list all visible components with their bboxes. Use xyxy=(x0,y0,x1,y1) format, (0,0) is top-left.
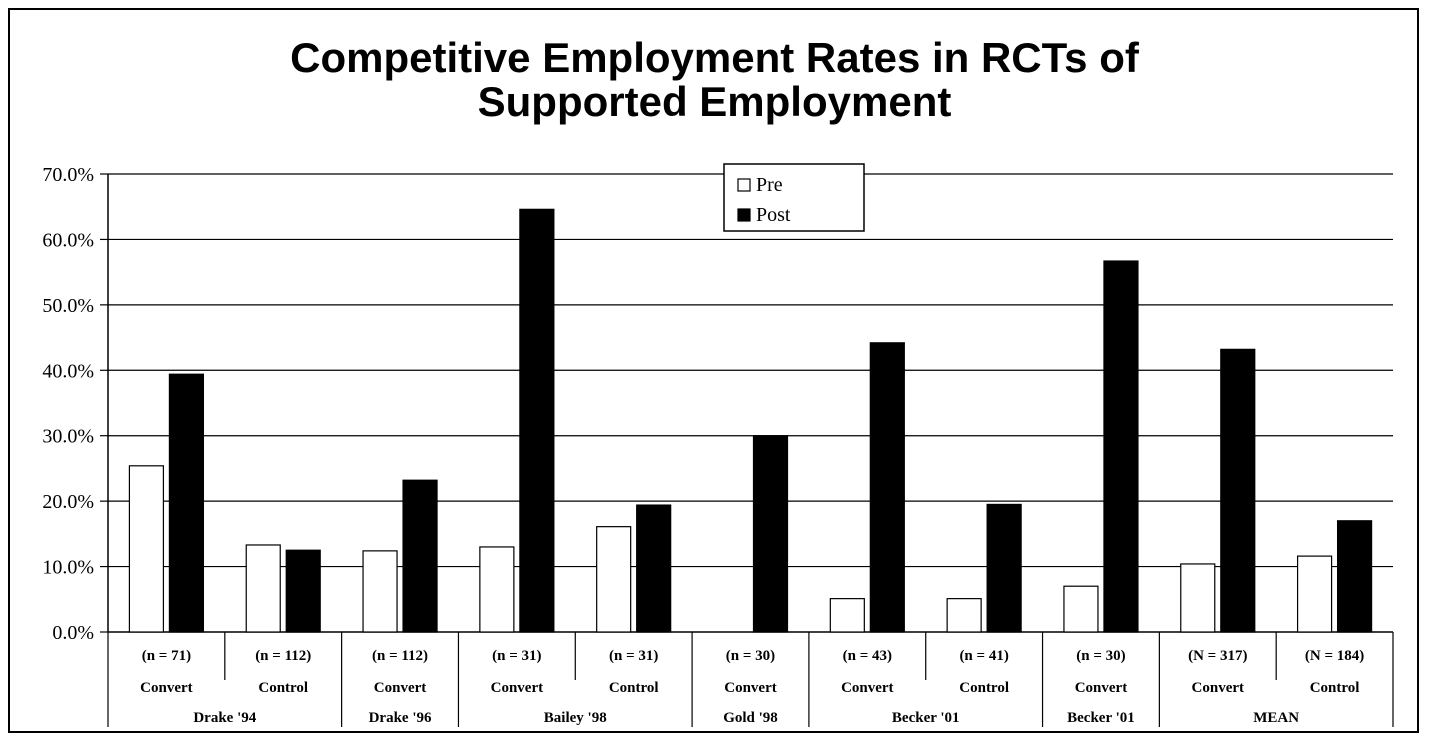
study-label: Becker '01 xyxy=(892,710,960,726)
bar-pre xyxy=(829,598,865,633)
bar-post xyxy=(1220,348,1256,633)
bar-post xyxy=(168,373,205,633)
category-n-label: (n = 43) xyxy=(843,648,892,664)
y-tick-label: 60.0% xyxy=(42,229,94,251)
legend-swatch xyxy=(737,178,751,192)
category-n-label: (n = 112) xyxy=(372,648,428,664)
category-group-label: Control xyxy=(258,680,308,696)
chart-title-line-2: Supported Employment xyxy=(477,78,952,125)
bar-post xyxy=(636,504,672,633)
bar-post xyxy=(519,208,555,633)
category-group-label: Convert xyxy=(140,680,193,696)
category-group-label: Convert xyxy=(374,680,427,696)
bar-post xyxy=(752,435,789,633)
bar-pre xyxy=(946,598,982,633)
y-tick-label: 50.0% xyxy=(42,295,94,317)
bar-pre xyxy=(362,550,398,633)
bar-post xyxy=(1336,520,1373,633)
category-n-label: (n = 30) xyxy=(1076,648,1125,664)
study-label: MEAN xyxy=(1253,710,1299,726)
category-n-label: (n = 31) xyxy=(609,648,658,664)
bar-post xyxy=(285,549,321,633)
category-n-label: (n = 71) xyxy=(142,648,191,664)
bar-post xyxy=(402,479,438,633)
bar-pre xyxy=(128,465,165,633)
category-group-label: Convert xyxy=(841,680,894,696)
bar-post xyxy=(869,342,905,633)
category-group-label: Control xyxy=(1310,680,1360,696)
y-tick-label: 40.0% xyxy=(42,360,94,382)
study-label: Bailey '98 xyxy=(544,710,607,726)
y-tick-label: 30.0% xyxy=(42,426,94,448)
y-tick-label: 0.0% xyxy=(52,622,94,644)
bar-pre xyxy=(245,544,281,633)
bar-post xyxy=(986,503,1022,633)
category-n-label: (n = 112) xyxy=(255,648,311,664)
bar-pre xyxy=(596,526,632,633)
study-label: Drake '96 xyxy=(369,710,432,726)
bar-pre xyxy=(1296,555,1333,633)
category-n-label: (n = 30) xyxy=(726,648,775,664)
y-tick-label: 20.0% xyxy=(42,491,94,513)
y-tick-label: 10.0% xyxy=(42,557,94,579)
study-label: Drake '94 xyxy=(193,710,256,726)
y-tick-label: 70.0% xyxy=(42,164,94,186)
bar-pre xyxy=(1063,585,1099,633)
category-n-label: (n = 31) xyxy=(492,648,541,664)
category-group-label: Control xyxy=(609,680,659,696)
legend-label: Pre xyxy=(756,174,783,196)
legend-label: Post xyxy=(756,204,791,226)
category-group-label: Convert xyxy=(724,680,777,696)
category-group-label: Convert xyxy=(1075,680,1128,696)
category-group-label: Control xyxy=(959,680,1009,696)
bar-pre xyxy=(1180,563,1216,633)
category-n-label: (n = 41) xyxy=(959,648,1008,664)
bar-pre xyxy=(479,546,515,633)
category-n-label: (N = 184) xyxy=(1305,648,1364,664)
chart-title-line-1: Competitive Employment Rates in RCTs of xyxy=(290,34,1139,81)
category-group-label: Convert xyxy=(1192,680,1245,696)
category-group-label: Convert xyxy=(491,680,544,696)
study-label: Becker '01 xyxy=(1067,710,1135,726)
category-n-label: (N = 317) xyxy=(1188,648,1247,664)
legend-swatch xyxy=(737,208,751,222)
bar-post xyxy=(1103,260,1139,633)
study-label: Gold '98 xyxy=(723,710,778,726)
